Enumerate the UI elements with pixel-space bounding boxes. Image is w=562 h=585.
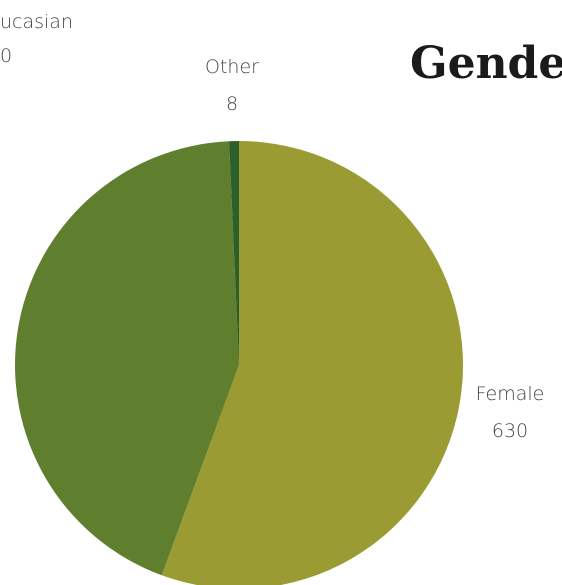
chart-title: Gender xyxy=(410,38,562,89)
neighbor-label: ucasian xyxy=(0,11,73,33)
pie-slice xyxy=(161,141,463,585)
pie-slice xyxy=(15,141,239,576)
slice-label: Female xyxy=(476,383,545,405)
pie-slice xyxy=(229,141,239,365)
slice-value: 8 xyxy=(226,93,238,115)
slice-value: 630 xyxy=(492,420,528,442)
neighbor-value: 0 xyxy=(0,45,12,67)
slice-label: Other xyxy=(205,56,259,78)
